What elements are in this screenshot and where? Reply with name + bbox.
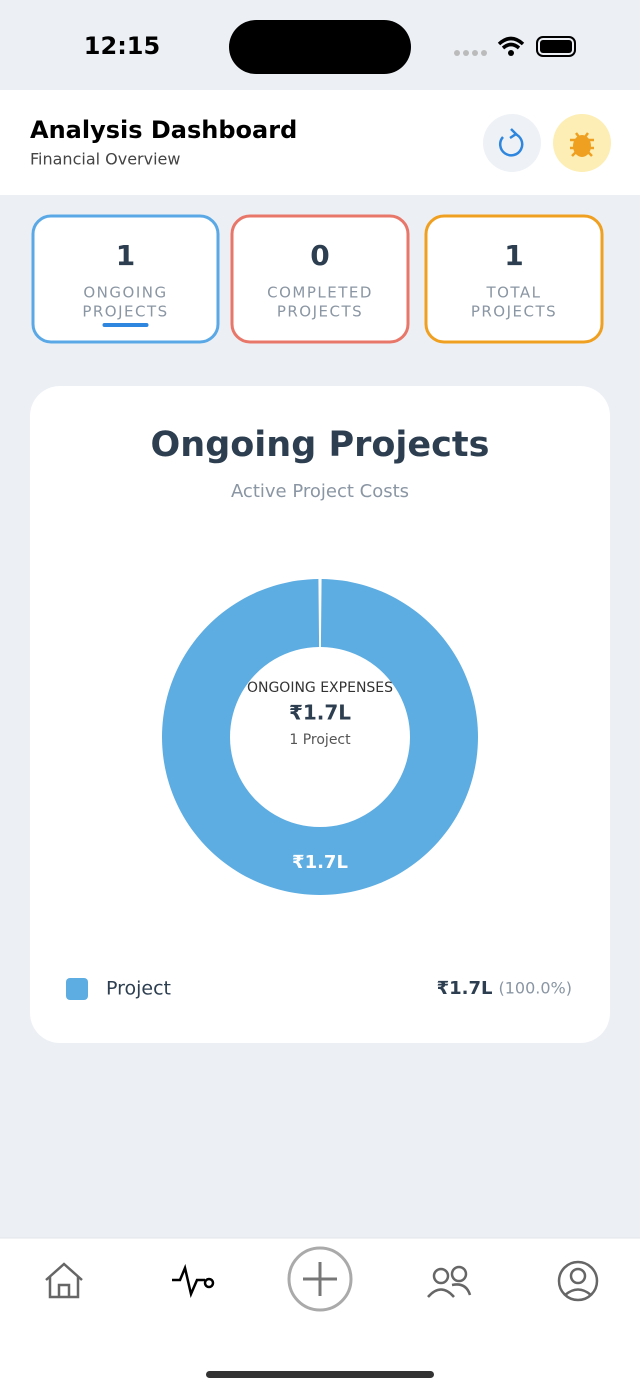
- header-title: Analysis Dashboard: [30, 116, 297, 144]
- center-sub: 1 Project: [289, 732, 351, 748]
- dynamic-island: [229, 20, 411, 74]
- stat-card[interactable]: [424, 214, 604, 344]
- stat-card[interactable]: [230, 214, 410, 344]
- stat-value: 0: [310, 239, 329, 272]
- stat-label: PROJECTS: [471, 303, 557, 321]
- nav-analytics-dot: [203, 1277, 215, 1289]
- nav-analytics[interactable]: [172, 1263, 205, 1299]
- card-subtitle: Active Project Costs: [231, 481, 409, 502]
- legend-swatch: [66, 978, 88, 1000]
- wifi-dot: [508, 50, 514, 56]
- nav-profile[interactable]: [557, 1260, 599, 1302]
- battery-level: [540, 40, 572, 53]
- battery: [536, 36, 576, 57]
- bug-legs: [570, 132, 594, 157]
- stat-label: PROJECTS: [277, 303, 363, 321]
- stat-value: 1: [116, 239, 135, 272]
- legend-name: Project: [106, 978, 171, 1000]
- donut: ₹1.7L: [162, 579, 479, 896]
- stat-label: TOTAL: [485, 284, 541, 302]
- active-indicator: [102, 323, 149, 327]
- stat-label: COMPLETED: [267, 284, 373, 302]
- center-label: ONGOING EXPENSES: [247, 680, 393, 696]
- nav-team[interactable]: [427, 1265, 472, 1298]
- stat-value: 1: [504, 239, 523, 272]
- refresh-icon: [498, 132, 524, 157]
- stat-card[interactable]: [31, 214, 220, 344]
- header-subtitle: Financial Overview: [30, 150, 180, 169]
- signal: [454, 50, 487, 56]
- wifi: [497, 36, 525, 50]
- donut-slice: [162, 579, 479, 896]
- center-value: ₹1.7L: [289, 701, 351, 725]
- slice-label: ₹1.7L: [292, 852, 348, 873]
- chart-card: [30, 386, 610, 1043]
- nav-add[interactable]: [287, 1246, 353, 1312]
- legend-share: (100.0%): [499, 979, 573, 998]
- stat-label: PROJECTS: [82, 303, 168, 321]
- legend-value: ₹1.7L: [437, 978, 493, 999]
- legend: Project (100.0%) ₹1.7L: [66, 978, 573, 1000]
- nav-add-plus: [303, 1262, 337, 1296]
- refresh-arrow: [509, 128, 518, 140]
- nav-home[interactable]: [45, 1262, 83, 1299]
- bottom-nav: [0, 1238, 640, 1391]
- stat-label: ONGOING: [83, 284, 167, 302]
- card-title: Ongoing Projects: [151, 425, 490, 465]
- stats: 1ONGOINGPROJECTS0COMPLETEDPROJECTS1TOTAL…: [31, 214, 604, 344]
- home-indicator: [206, 1371, 434, 1378]
- status-time: 12:15: [84, 32, 160, 60]
- refresh-button[interactable]: [483, 114, 541, 172]
